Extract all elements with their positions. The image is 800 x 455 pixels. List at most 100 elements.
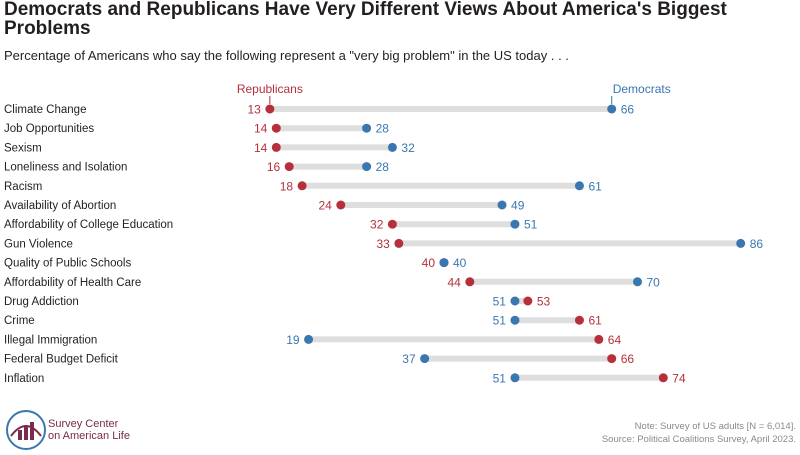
logo-line-1: Survey Center <box>48 418 119 430</box>
democrat-value-label: 51 <box>493 314 507 328</box>
democrat-dot <box>420 354 430 364</box>
democrat-value-label: 37 <box>402 352 416 366</box>
democrat-dot <box>362 123 372 133</box>
category-label: Crime <box>4 315 35 327</box>
chart-subtitle: Percentage of Americans who say the foll… <box>4 48 569 63</box>
category-label: Climate Change <box>4 104 86 116</box>
chart-row: Affordability of Health Care 44 70 <box>4 275 660 289</box>
democrat-dot <box>633 277 642 287</box>
legend-republicans: Republicans <box>237 82 303 96</box>
chart-row: Quality of Public Schools 40 40 <box>4 256 467 270</box>
republican-value-label: 32 <box>370 218 384 232</box>
democrat-value-label: 19 <box>286 333 300 347</box>
logo-text: Survey Center on American Life <box>48 418 130 442</box>
republican-dot <box>607 354 617 364</box>
republican-value-label: 44 <box>447 275 461 289</box>
chart-row: Inflation 51 74 <box>4 371 686 385</box>
republican-dot <box>271 142 281 152</box>
democrat-value-label: 61 <box>588 179 602 193</box>
republican-value-label: 33 <box>376 237 390 251</box>
republican-value-label: 13 <box>247 103 261 117</box>
chart-row: Gun Violence 33 86 <box>4 237 763 251</box>
democrat-value-label: 40 <box>453 256 467 270</box>
category-label: Sexism <box>4 142 42 154</box>
republican-value-label: 16 <box>267 160 281 174</box>
republican-value-label: 14 <box>254 122 268 136</box>
republican-dot <box>284 162 294 172</box>
republican-dot <box>297 181 307 191</box>
republican-dot <box>265 104 275 114</box>
democrat-value-label: 28 <box>376 160 390 174</box>
democrat-dot <box>510 219 520 229</box>
bar-chart-arch-logo-icon <box>6 410 46 450</box>
republican-value-label: 74 <box>672 371 686 385</box>
republican-dot <box>271 123 281 133</box>
source-line: Source: Political Coalitions Survey, Apr… <box>601 434 796 445</box>
legend-democrats: Democrats <box>613 82 671 96</box>
republican-value-label: 53 <box>537 295 551 309</box>
democrat-value-label: 49 <box>511 199 525 213</box>
category-label: Illegal Immigration <box>4 334 97 346</box>
republican-value-label: 61 <box>588 314 602 328</box>
chart-row: Racism 18 61 <box>4 179 602 193</box>
category-label: Availability of Abortion <box>4 200 116 212</box>
republican-dot <box>658 373 668 383</box>
chart-row: Drug Addiction 51 53 <box>4 295 551 309</box>
democrat-value-label: 32 <box>401 141 415 155</box>
democrat-dot <box>510 296 520 306</box>
republican-dot <box>465 277 475 287</box>
category-label: Job Opportunities <box>4 123 94 135</box>
dot-plot-chart: Republicans Democrats Climate Change 13 66… <box>4 82 763 385</box>
democrat-value-label: 51 <box>493 295 507 309</box>
category-label: Loneliness and Isolation <box>4 162 127 174</box>
category-label: Racism <box>4 181 42 193</box>
category-label: Gun Violence <box>4 238 73 250</box>
democrat-dot <box>736 238 746 248</box>
republican-dot <box>574 315 584 325</box>
democrat-dot <box>387 142 397 152</box>
republican-dot <box>387 219 397 229</box>
republican-value-label: 66 <box>621 352 635 366</box>
chart-title: Democrats and Republicans Have Very Diff… <box>4 0 727 39</box>
republican-dot <box>594 334 604 344</box>
republican-value-label: 24 <box>318 199 332 213</box>
logo-line-2: on American Life <box>48 430 130 442</box>
republican-dot <box>336 200 346 210</box>
category-label: Inflation <box>4 373 44 385</box>
republican-value-label: 18 <box>280 179 294 193</box>
democrat-dot <box>497 200 507 210</box>
democrat-dot <box>304 334 314 344</box>
category-label: Affordability of College Education <box>4 219 173 231</box>
democrat-dot <box>574 181 584 191</box>
category-label: Drug Addiction <box>4 296 79 308</box>
category-label: Affordability of Health Care <box>4 277 141 289</box>
democrat-value-label: 51 <box>524 218 538 232</box>
chart-row: Climate Change 13 66 <box>4 103 634 117</box>
republican-value-label: 14 <box>254 141 268 155</box>
chart-row: Availability of Abortion 24 49 <box>4 199 525 213</box>
democrat-value-label: 66 <box>621 103 635 117</box>
chart-row: Federal Budget Deficit 37 66 <box>4 352 634 366</box>
republican-dot <box>394 238 404 248</box>
democrat-value-label: 28 <box>376 122 390 136</box>
chart-row: Loneliness and Isolation 16 28 <box>4 160 389 174</box>
source-note: Note: Survey of US adults [N = 6,014]. S… <box>602 420 796 446</box>
democrat-dot <box>607 104 617 114</box>
category-label: Federal Budget Deficit <box>4 354 119 366</box>
chart-row: Job Opportunities 14 28 <box>4 122 389 136</box>
chart-row: Illegal Immigration 19 64 <box>4 333 621 347</box>
category-label: Quality of Public Schools <box>4 258 131 270</box>
republican-dot <box>523 296 533 306</box>
chart-row: Crime 51 61 <box>4 314 602 328</box>
republican-value-label: 40 <box>422 256 436 270</box>
democrat-value-label: 86 <box>750 237 764 251</box>
democrat-value-label: 51 <box>493 371 507 385</box>
democrat-dot <box>510 373 520 383</box>
democrat-dot <box>362 162 372 172</box>
chart-row: Affordability of College Education 32 51 <box>4 218 538 232</box>
democrat-value-label: 70 <box>647 275 661 289</box>
democrat-dot <box>510 315 520 325</box>
note-line: Note: Survey of US adults [N = 6,014]. <box>634 421 796 432</box>
democrat-dot <box>439 258 449 268</box>
republican-value-label: 64 <box>608 333 622 347</box>
